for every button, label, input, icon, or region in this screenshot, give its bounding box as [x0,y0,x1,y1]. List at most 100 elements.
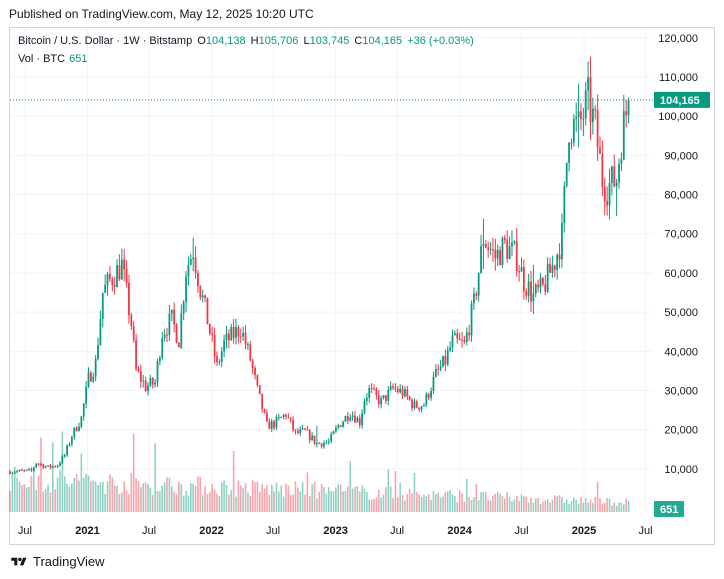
candle-body [85,386,88,404]
y-tick-label: 90,000 [664,150,698,162]
volume-bar [549,502,551,512]
x-tick-label: Jul [266,525,280,537]
candle-body [208,324,211,334]
candle-body [120,259,123,280]
volume-bar [551,499,554,512]
candle-body [247,344,249,346]
volume-tag: 651 [654,501,684,517]
candle-body [344,416,347,422]
volume-bar [216,493,218,512]
volume-bar [239,485,242,512]
volume-bar [118,493,121,512]
y-tick-label: 80,000 [664,190,698,202]
volume-bar [339,484,342,512]
y-tick-label: 70,000 [664,229,698,241]
volume-bar [285,483,287,512]
volume-bar [59,470,61,512]
candle-body [408,396,411,400]
candle-body [211,333,214,336]
volume-bar [475,483,478,512]
y-tick-label: 60,000 [664,268,698,280]
candle-body [610,166,613,183]
candle-body [154,382,157,385]
volume-bar [477,500,480,512]
candle-body [603,186,606,202]
volume-bar [608,498,611,512]
volume-bar [454,496,456,512]
y-tick-label: 20,000 [664,425,698,437]
candle-body [542,277,544,285]
volume-bar [311,484,313,512]
volume-bar [232,450,235,512]
volume-bar [190,483,192,512]
candle-body [204,295,206,298]
volume-bar [596,481,599,512]
candle-body [123,259,126,270]
volume-bar [104,493,106,512]
volume-bar [485,492,487,512]
volume-bars [9,431,630,512]
candle-body [266,412,268,422]
candle-body [594,108,597,110]
volume-bar [111,477,114,512]
candle-body [387,389,390,401]
candle-body [51,466,54,468]
candle-body [358,417,361,426]
volume-bar [354,486,356,512]
open-label: O [197,35,206,47]
candle-body [463,340,466,342]
candle-body [54,466,57,468]
volume-bar [201,495,204,512]
volume-bar [135,478,137,512]
volume-bar [37,475,40,512]
volume-bar [258,491,261,512]
x-tick-label: 2022 [199,525,223,537]
candle-body [216,356,218,362]
volume-bar [601,503,604,512]
volume-bar [392,498,394,512]
candle-body [330,434,333,442]
candle-body [361,413,363,426]
volume-bar [30,475,33,512]
volume-bar [420,497,423,512]
candle-body [365,397,368,401]
volume-bar [534,498,537,512]
candle-body [411,399,413,409]
candle-body [551,265,554,273]
candle-body [575,117,578,119]
candle-body [520,267,523,272]
candle-body [534,284,537,294]
volume-label[interactable]: Vol · BTC [18,53,66,65]
candle-body [37,463,40,465]
candle-body [87,372,90,387]
volume-bar [206,494,209,512]
symbol-title[interactable]: Bitcoin / U.S. Dollar · 1W · Bitstamp [18,35,193,47]
candle-body [608,182,611,206]
candle-body [287,416,290,418]
volume-bar [244,483,247,512]
candle-body [615,182,618,187]
volume-bar [147,484,149,512]
volume-bar [361,485,363,512]
volume-bar [525,496,528,512]
candle-body [494,249,497,259]
volume-bar [9,491,11,512]
volume-bar [71,483,73,512]
candle-body [577,111,580,118]
volume-bar [473,497,475,512]
volume-bar [61,431,64,512]
volume-bar [558,495,561,512]
volume-bar [589,499,592,512]
volume-bar [213,489,216,512]
candle-body [539,277,542,288]
candle-body [354,415,356,423]
footer-brand[interactable]: TradingView [9,554,105,569]
volume-bar [263,488,266,512]
candle-body [375,388,378,395]
volume-bar [109,474,111,512]
volume-bar [625,498,627,512]
candle-body [135,339,137,369]
candle-body [68,444,71,446]
candle-body [175,324,178,343]
